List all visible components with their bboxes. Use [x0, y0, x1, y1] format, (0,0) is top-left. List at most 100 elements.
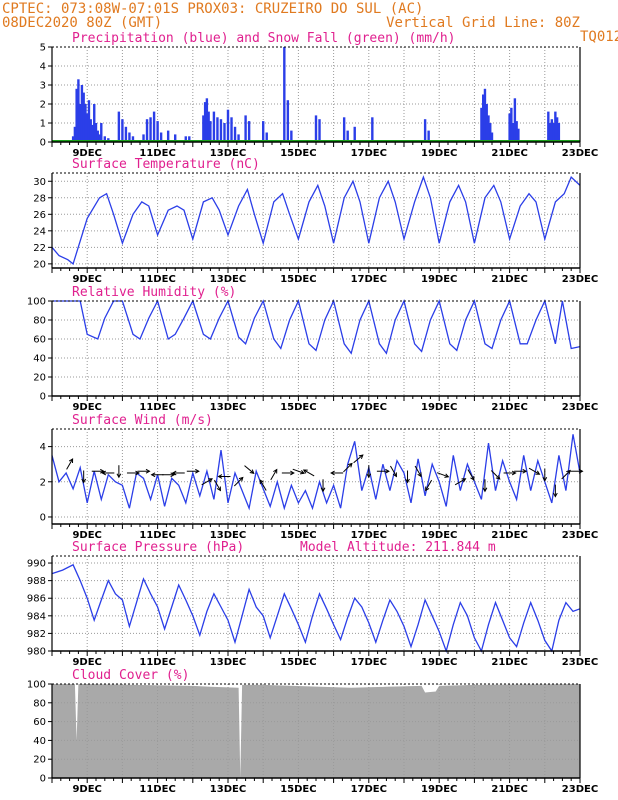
precip-bar	[554, 111, 557, 142]
wind-arrow-head	[320, 487, 326, 493]
precip-bar	[202, 115, 205, 142]
y-tick-label: 30	[33, 177, 46, 188]
x-tick-label: 23DEC	[562, 274, 598, 285]
precip-bar	[142, 134, 145, 142]
precip-bar	[212, 111, 216, 142]
x-tick-label: 9DEC	[72, 148, 101, 159]
y-tick-label: 100	[27, 297, 46, 308]
cloud-cover-area	[52, 684, 580, 778]
wind-arrow-head	[522, 468, 528, 474]
wind-arrow-head	[566, 469, 571, 475]
x-tick-label: 19DEC	[421, 274, 457, 285]
x-tick-label: 17DEC	[351, 274, 387, 285]
header-model: TQ0126L028	[580, 29, 618, 45]
x-tick-label: 19DEC	[421, 402, 457, 413]
precip-bar	[485, 104, 488, 142]
precip-bar	[371, 117, 374, 142]
precip-bar	[152, 111, 156, 142]
precip-bar	[511, 123, 515, 142]
x-tick-label: 17DEC	[351, 148, 387, 159]
precip-bar	[159, 132, 163, 142]
precip-bar	[100, 123, 103, 142]
precip-bar	[124, 126, 128, 142]
wind-arrow-shaft	[454, 478, 466, 486]
wind-arrow-shaft	[292, 468, 305, 474]
wind-arrow-shaft	[467, 469, 475, 481]
precip-bar	[77, 79, 80, 142]
precip-bar	[427, 130, 430, 142]
y-tick-label: 0	[40, 774, 46, 785]
x-tick-label: 11DEC	[139, 274, 175, 285]
wind-arrow-head	[425, 486, 430, 492]
wind-arrow-head	[553, 492, 558, 498]
x-tick-label: 23DEC	[562, 784, 598, 795]
x-tick-label: 17DEC	[351, 657, 387, 668]
wind-arrow-shaft	[353, 454, 364, 464]
wind-arrow-head	[145, 468, 151, 474]
x-tick-label: 13DEC	[210, 657, 246, 668]
y-tick-label: 40	[33, 736, 46, 747]
precip-bar	[94, 123, 98, 142]
wind-arrow-head	[511, 470, 517, 476]
wind-arrow-head	[405, 478, 410, 484]
x-tick-label: 21DEC	[491, 402, 527, 413]
precip-bar	[342, 117, 346, 142]
wind-arrow-head	[392, 472, 397, 478]
y-tick-label: 5	[40, 43, 46, 54]
precip-bar	[314, 115, 318, 142]
precip-bar	[482, 94, 485, 142]
header-date: 08DEC2020 80Z (GMT)	[2, 15, 162, 31]
x-tick-label: 11DEC	[139, 784, 175, 795]
y-tick-label: 60	[33, 717, 46, 728]
x-tick-label: 15DEC	[280, 148, 316, 159]
precip-bar	[547, 111, 550, 142]
precip-bar	[80, 85, 84, 142]
header-grid-note: Vertical Grid Line: 80Z	[386, 15, 580, 31]
x-tick-label: 17DEC	[351, 402, 387, 413]
x-tick-label: 15DEC	[280, 784, 316, 795]
y-tick-label: 0	[40, 392, 46, 403]
x-tick-label: 9DEC	[72, 402, 101, 413]
precip-bar	[87, 100, 91, 142]
precip-bar	[508, 113, 511, 142]
wind-arrow-head	[273, 468, 278, 474]
x-tick-label: 9DEC	[72, 657, 101, 668]
y-tick-label: 982	[27, 629, 46, 640]
precip-bar	[128, 132, 131, 142]
precip-bar	[510, 107, 513, 142]
y-tick-label: 26	[33, 210, 46, 221]
precip-bar	[226, 109, 230, 142]
x-tick-label: 23DEC	[562, 530, 598, 541]
y-tick-label: 100	[27, 680, 46, 691]
wind-arrow-head	[470, 475, 475, 481]
x-tick-label: 9DEC	[72, 530, 101, 541]
precip-bar	[515, 121, 518, 142]
panel-5	[48, 683, 581, 783]
x-tick-label: 13DEC	[210, 402, 246, 413]
wind-arrow-head	[358, 454, 364, 459]
precip-bar	[121, 119, 124, 142]
wind-arrow-head	[366, 473, 372, 479]
wind-arrow-head	[259, 479, 264, 485]
y-tick-label: 80	[33, 698, 46, 709]
wind-arrow-head	[300, 469, 306, 475]
precip-bar	[205, 98, 209, 142]
y-tick-label: 40	[33, 354, 46, 365]
precip-bar	[184, 136, 187, 142]
y-tick-label: 0	[40, 512, 46, 523]
x-tick-label: 21DEC	[491, 784, 527, 795]
precip-bar	[216, 117, 219, 142]
x-tick-label: 23DEC	[562, 148, 598, 159]
wind-arrow-shaft	[201, 478, 213, 486]
wind-arrow-head	[68, 458, 74, 463]
wind-arrow-head	[238, 476, 244, 482]
x-tick-label: 13DEC	[210, 148, 246, 159]
wind-arrow-shaft	[561, 470, 571, 480]
wind-arrow-shaft	[233, 477, 244, 487]
wind-arrow-head	[195, 468, 200, 474]
wind-arrow-head	[216, 486, 221, 492]
wind-arrow-head	[542, 476, 548, 482]
panel-title: Surface Temperature (nC)	[72, 157, 260, 172]
wind-arrow-shaft	[214, 479, 221, 491]
